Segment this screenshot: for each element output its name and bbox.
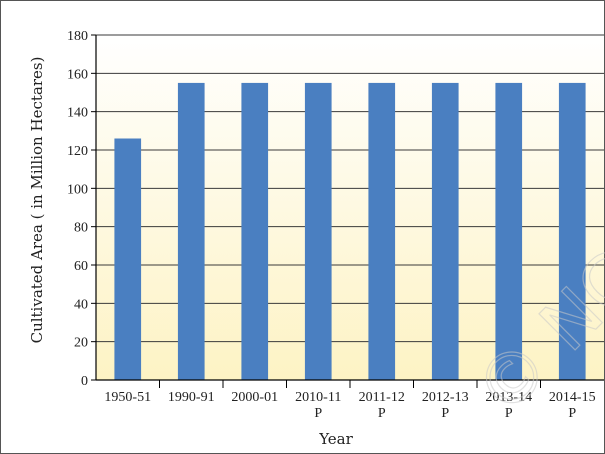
x-tick-label: 2013-14 [485, 390, 532, 405]
x-tick-label: 2011-12 [359, 390, 405, 405]
bar [114, 138, 142, 380]
x-tick-label: 1950-51 [104, 390, 151, 405]
bar [558, 82, 586, 381]
x-tick-labels: 1950-51 1990-91 2000-01 2010-11P2011-12P201… [104, 380, 596, 421]
x-tick-sublabel: P [505, 406, 513, 421]
y-tick-label: 120 [67, 144, 88, 159]
bar [177, 82, 205, 381]
y-tick-label: 0 [81, 374, 88, 389]
x-tick-label: 2000-01 [231, 390, 278, 405]
y-tick-label: 180 [67, 29, 88, 44]
y-tick-label: 80 [74, 221, 88, 236]
bar [304, 82, 332, 381]
y-tick-label: 60 [74, 259, 88, 274]
bar [495, 82, 523, 381]
x-tick-sublabel: P [441, 406, 449, 421]
x-axis-label: Year [318, 430, 353, 448]
bar [241, 82, 269, 381]
y-tick-label: 140 [67, 106, 88, 121]
y-axis-label: Cultivated Area ( in Million Hectares) [28, 57, 46, 344]
bar [368, 82, 396, 381]
x-tick-sublabel: P [378, 406, 386, 421]
y-tick-label: 160 [67, 67, 88, 82]
y-tick-label: 40 [74, 297, 88, 312]
x-tick-label: 1990-91 [168, 390, 215, 405]
x-tick-label: 2012-13 [422, 390, 469, 405]
bar [431, 82, 459, 381]
x-tick-label: 2014-15 [549, 390, 596, 405]
x-tick-sublabel: P [568, 406, 576, 421]
bars [114, 82, 586, 381]
y-tick-labels: 0 20 40 60 80 100 120 140 160 180 [67, 29, 96, 389]
y-tick-label: 100 [67, 182, 88, 197]
x-tick-sublabel: P [314, 406, 322, 421]
x-tick-label: 2010-11 [295, 390, 341, 405]
y-tick-label: 20 [74, 336, 88, 351]
